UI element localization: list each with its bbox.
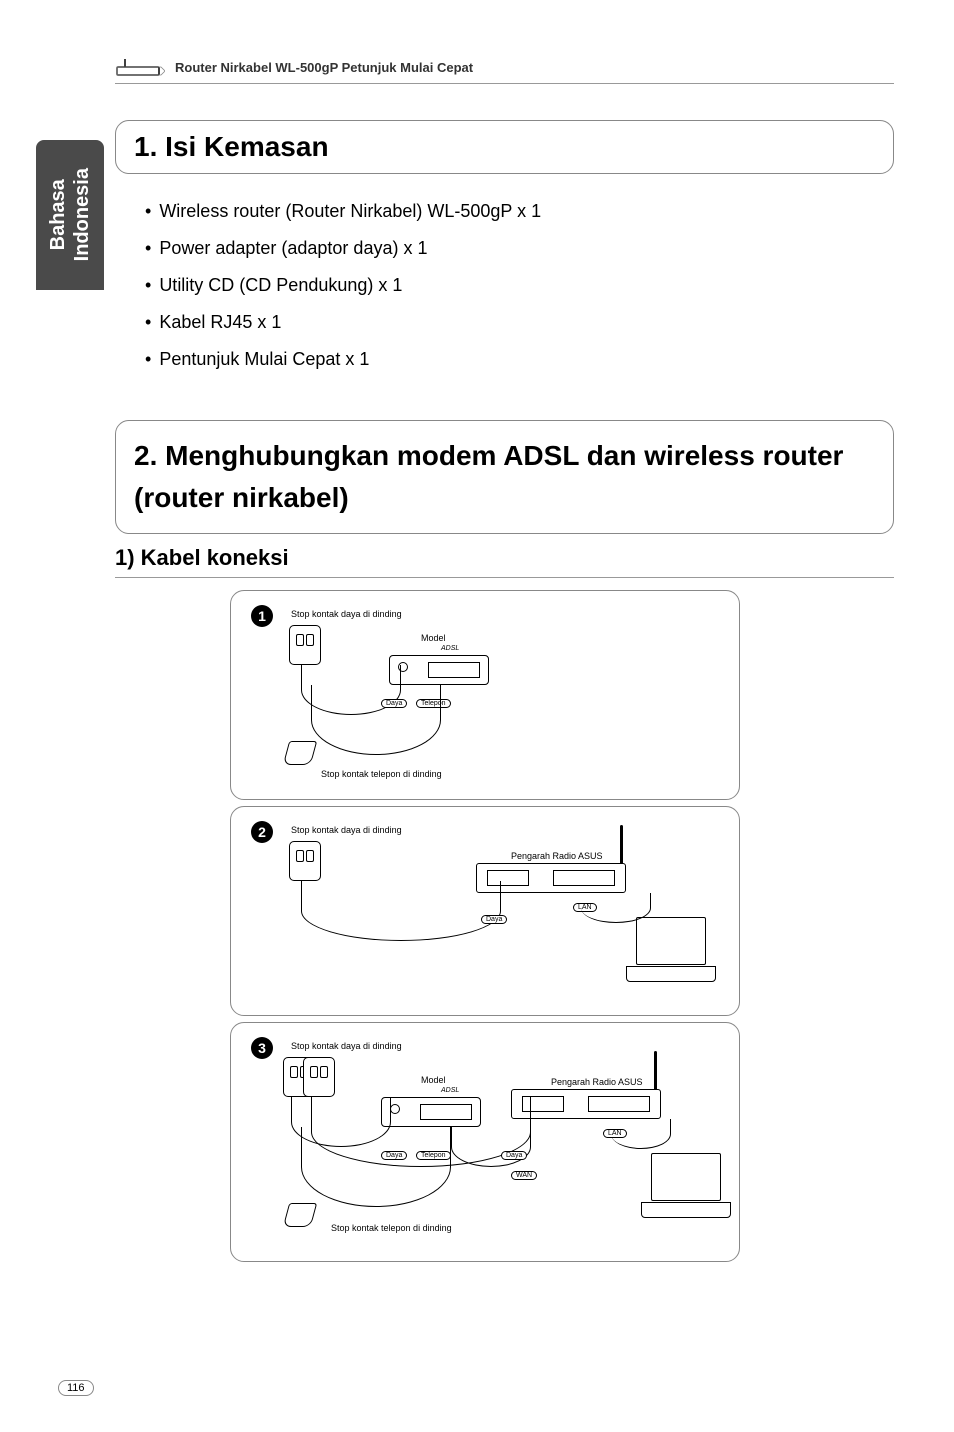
list-item-text: Power adapter (adaptor daya) x 1 xyxy=(159,238,427,259)
label-power-wall: Stop kontak daya di dinding xyxy=(291,609,402,619)
label-adsl: ADSL xyxy=(441,1087,459,1094)
label-model: Model xyxy=(421,1075,446,1085)
label-daya: Daya xyxy=(481,915,507,924)
diagrams-container: 1 Stop kontak daya di dinding Model ADSL… xyxy=(230,590,740,1262)
list-item: • Kabel RJ45 x 1 xyxy=(145,312,894,333)
language-line2: Indonesia xyxy=(71,168,93,261)
section-1-title: 1. Isi Kemasan xyxy=(134,131,875,163)
subsection-title: 1) Kabel koneksi xyxy=(115,545,894,578)
bullet-icon: • xyxy=(145,238,151,259)
label-phone-wall: Stop kontak telepon di dinding xyxy=(331,1223,452,1233)
label-radio: Pengarah Radio ASUS xyxy=(551,1077,643,1087)
section-2-box: 2. Menghubungkan modem ADSL dan wireless… xyxy=(115,420,894,534)
power-outlet-icon xyxy=(289,841,321,881)
label-lan: LAN xyxy=(603,1129,627,1138)
laptop-icon xyxy=(641,1153,731,1223)
antenna-icon xyxy=(620,825,623,865)
list-item-text: Wireless router (Router Nirkabel) WL-500… xyxy=(159,201,541,222)
language-tab: Bahasa Indonesia xyxy=(36,140,104,290)
label-adsl: ADSL xyxy=(441,645,459,652)
diagram-1: 1 Stop kontak daya di dinding Model ADSL… xyxy=(230,590,740,800)
label-phone-wall: Stop kontak telepon di dinding xyxy=(321,769,442,779)
label-telepon: Telepon xyxy=(416,1151,451,1160)
diagram-2: 2 Stop kontak daya di dinding Pengarah R… xyxy=(230,806,740,1016)
label-radio: Pengarah Radio ASUS xyxy=(511,851,603,861)
list-item: • Wireless router (Router Nirkabel) WL-50… xyxy=(145,201,894,222)
label-daya: Daya xyxy=(381,1151,407,1160)
page-number: 116 xyxy=(58,1380,94,1396)
diagram-number-icon: 3 xyxy=(251,1037,273,1059)
header-text: Router Nirkabel WL-500gP Petunjuk Mulai … xyxy=(175,60,473,75)
package-contents-list: • Wireless router (Router Nirkabel) WL-50… xyxy=(145,185,894,386)
label-model: Model xyxy=(421,633,446,643)
power-outlet-icon xyxy=(303,1057,335,1097)
list-item-text: Pentunjuk Mulai Cepat x 1 xyxy=(159,349,369,370)
section-1-box: 1. Isi Kemasan xyxy=(115,120,894,174)
cable-icon xyxy=(451,1127,531,1167)
language-tab-text: Bahasa Indonesia xyxy=(46,168,94,261)
list-item: • Pentunjuk Mulai Cepat x 1 xyxy=(145,349,894,370)
label-power-wall: Stop kontak daya di dinding xyxy=(291,1041,402,1051)
list-item: • Utility CD (CD Pendukung) x 1 xyxy=(145,275,894,296)
bullet-icon: • xyxy=(145,312,151,333)
phone-outlet-icon xyxy=(283,741,317,765)
phone-outlet-icon xyxy=(283,1203,317,1227)
cable-icon xyxy=(311,685,441,755)
list-item-text: Utility CD (CD Pendukung) x 1 xyxy=(159,275,402,296)
router-glyph-icon xyxy=(115,55,175,79)
diagram-3: 3 Stop kontak daya di dinding Model ADSL… xyxy=(230,1022,740,1262)
power-outlet-icon xyxy=(289,625,321,665)
diagram-number-icon: 2 xyxy=(251,821,273,843)
bullet-icon: • xyxy=(145,349,151,370)
list-item: • Power adapter (adaptor daya) x 1 xyxy=(145,238,894,259)
diagram-number-icon: 1 xyxy=(251,605,273,627)
section-2-title: 2. Menghubungkan modem ADSL dan wireless… xyxy=(134,435,875,519)
label-power-wall: Stop kontak daya di dinding xyxy=(291,825,402,835)
bullet-icon: • xyxy=(145,201,151,222)
cable-icon xyxy=(301,881,501,941)
modem-icon xyxy=(389,655,489,685)
label-wan: WAN xyxy=(511,1171,537,1180)
bullet-icon: • xyxy=(145,275,151,296)
laptop-icon xyxy=(626,917,716,987)
list-item-text: Kabel RJ45 x 1 xyxy=(159,312,281,333)
router-icon xyxy=(511,1089,661,1119)
label-daya: Daya xyxy=(501,1151,527,1160)
language-line1: Bahasa xyxy=(47,179,69,250)
cable-icon xyxy=(301,1127,451,1207)
antenna-icon xyxy=(654,1051,657,1091)
header-bar: Router Nirkabel WL-500gP Petunjuk Mulai … xyxy=(115,55,894,84)
